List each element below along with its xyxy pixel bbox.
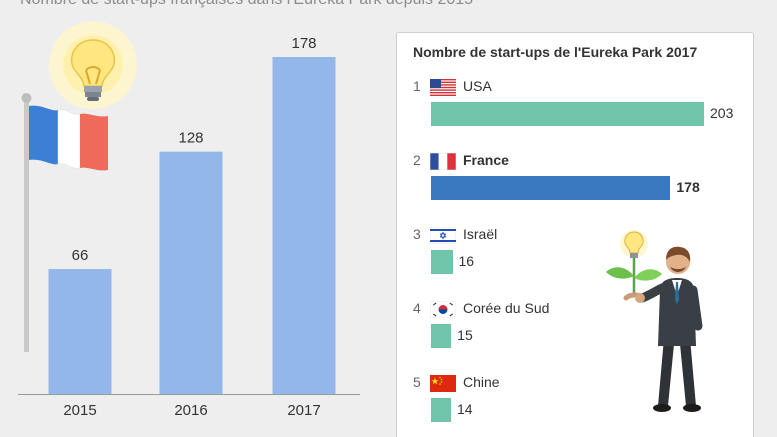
rank-number: 4 [413,300,421,316]
ranking-panel-title: Nombre de start-ups de l'Eureka Park 201… [413,44,698,60]
ranking-value: 178 [676,179,700,195]
south-korea-flag-icon [430,301,456,318]
country-label: Corée du Sud [463,300,550,316]
us-flag-icon [430,79,456,96]
ranking-row: 1 USA 203 [397,78,753,148]
ranking-panel: Nombre de start-ups de l'Eureka Park 201… [396,32,754,437]
ranking-bar [431,102,704,126]
ranking-bar [431,176,671,200]
year-bar [159,151,223,394]
country-label: France [463,152,509,168]
rank-number: 1 [413,78,421,94]
ranking-row: 4 Corée du Sud 15 [397,300,753,370]
left-chart-subtitle: Nombre de start-ups françaises dans l'Eu… [20,0,473,9]
x-tick-label: 2016 [174,402,207,419]
country-label: Israël [463,226,498,242]
bar-value-label: 128 [178,130,203,147]
ranking-row: 2 France 178 [397,152,753,222]
ranking-row: 3 Israël 16 [397,226,753,296]
china-flag-icon [430,375,456,392]
year-bar [48,269,112,394]
bar-value-label: 66 [72,247,89,264]
ranking-bar [431,250,453,274]
france-flag-icon [430,153,456,170]
rank-number: 2 [413,152,421,168]
rank-number: 3 [413,226,421,242]
ranking-value: 14 [457,401,473,417]
israel-flag-icon [430,227,456,244]
ranking-row: 5 Chine 14 [397,374,753,437]
x-tick-label: 2017 [287,402,320,419]
country-label: Chine [463,374,500,390]
ranking-value: 16 [458,253,475,269]
ranking-value: 15 [457,327,473,343]
french-flag-icon [21,93,108,352]
year-bar [272,57,336,394]
ranking-bar [431,324,452,348]
rank-number: 5 [413,374,421,390]
businessman-with-plant-icon [606,230,703,412]
left-bar-chart: 66 2015 128 2016 178 2017 [18,35,360,419]
ranking-bar [431,398,451,422]
ranking-value: 203 [710,105,734,121]
lightbulb-icon [49,21,137,109]
x-tick-label: 2015 [63,402,96,419]
country-label: USA [463,78,492,94]
bar-value-label: 178 [291,35,316,52]
